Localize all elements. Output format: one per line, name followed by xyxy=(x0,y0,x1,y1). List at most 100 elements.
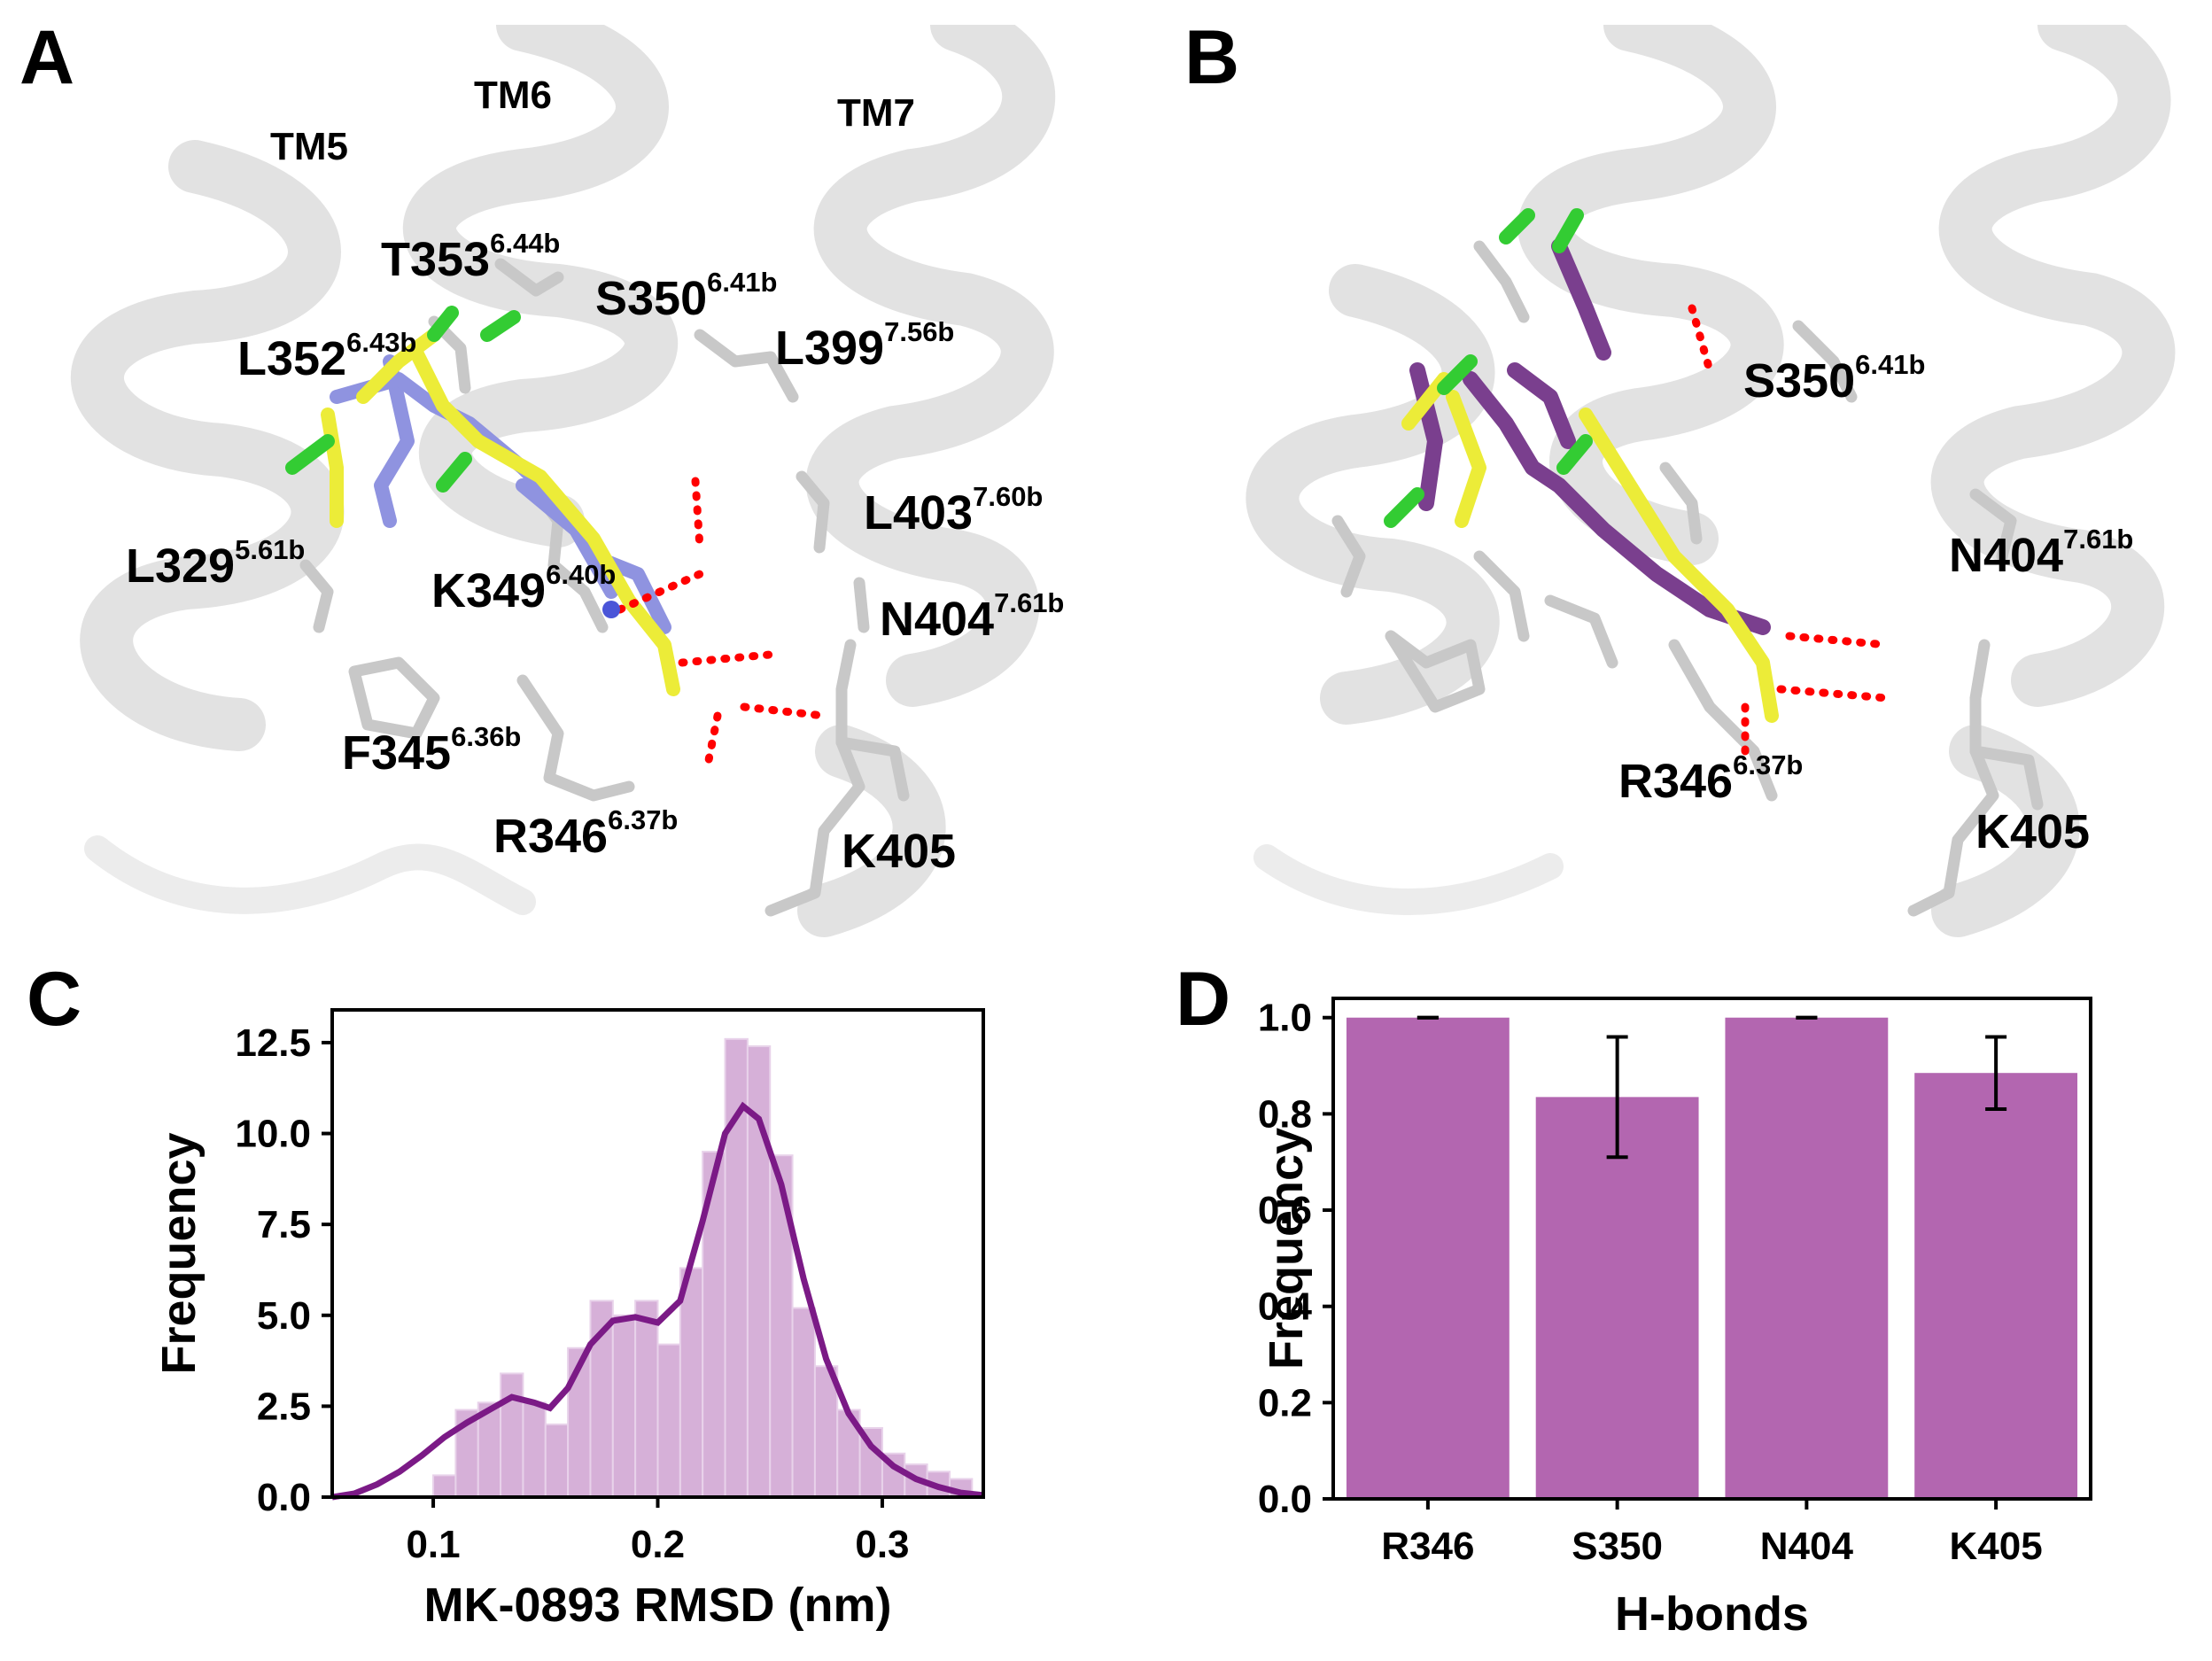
residue-name: L329 xyxy=(126,539,236,593)
histogram-bin xyxy=(522,1401,547,1498)
protein-cartoon-a xyxy=(70,25,1056,937)
residue-sup: 7.61b xyxy=(2063,524,2134,555)
y-tick-label: 0.4 xyxy=(1258,1285,1313,1329)
residue-label-r346-b: R3466.37b xyxy=(1618,751,1803,808)
protein-cartoon-b xyxy=(1246,25,2176,937)
bar xyxy=(1725,1017,1889,1499)
x-tick-label: 0.3 xyxy=(855,1523,909,1566)
histogram-bin xyxy=(948,1478,974,1499)
histogram-bin xyxy=(791,1307,816,1498)
residue-name: K405 xyxy=(842,825,957,878)
y-tick-label: 2.5 xyxy=(257,1385,311,1428)
residue-sup: 7.56b xyxy=(884,316,955,347)
histogram-bin xyxy=(544,1423,570,1498)
residue-name: F345 xyxy=(342,726,452,780)
residue-label-k349: K3496.40b xyxy=(431,561,616,617)
residue-label-s350-b: S3506.41b xyxy=(1743,351,1925,407)
panel-b-structure xyxy=(1214,25,2184,942)
x-tick-label: N404 xyxy=(1760,1525,1854,1568)
y-axis-title: Frequency xyxy=(1260,1128,1313,1370)
x-tick-label: S350 xyxy=(1572,1525,1663,1568)
x-tick-label: R346 xyxy=(1381,1525,1474,1568)
histogram-bin xyxy=(926,1471,951,1499)
histogram-bin xyxy=(656,1343,681,1498)
x-tick-label: 0.1 xyxy=(406,1523,460,1566)
histogram-bin xyxy=(724,1037,749,1498)
residue-sup: 6.44b xyxy=(490,228,561,259)
plot-frame xyxy=(330,1008,985,1499)
y-tick-label: 0.0 xyxy=(257,1476,311,1519)
histogram-bin xyxy=(567,1347,592,1499)
y-tick-label: 0.6 xyxy=(1258,1189,1312,1232)
residue-name: K405 xyxy=(1975,805,2091,858)
x-tick-label: 0.2 xyxy=(631,1523,685,1566)
residue-sup: 6.40b xyxy=(546,559,617,590)
residue-name: L399 xyxy=(775,322,885,375)
panel-a-structure xyxy=(62,25,1067,942)
bar xyxy=(1535,1097,1699,1499)
residue-name: R346 xyxy=(493,810,609,863)
histogram-bin xyxy=(769,1154,794,1498)
residue-name: T353 xyxy=(381,233,491,286)
histogram-bin xyxy=(611,1314,637,1498)
residue-sup: 6.41b xyxy=(1855,349,1926,380)
helix-label-tm6: TM6 xyxy=(474,74,552,117)
panel-b-letter: B xyxy=(1184,15,1240,100)
y-tick-label: 5.0 xyxy=(257,1294,311,1338)
residue-sup: 6.43b xyxy=(346,327,417,358)
residue-label-r346: R3466.37b xyxy=(493,806,678,863)
residue-label-f345: F3456.36b xyxy=(342,723,521,780)
y-tick-label: 12.5 xyxy=(235,1021,311,1065)
kde-line xyxy=(331,1101,984,1501)
residue-sup: 6.36b xyxy=(451,721,522,752)
histogram-bin xyxy=(836,1409,861,1499)
residue-label-l352: L3526.43b xyxy=(237,329,416,385)
helix-label-tm5: TM5 xyxy=(270,125,348,168)
panel-d-letter: D xyxy=(1176,957,1231,1042)
panel-c-letter: C xyxy=(27,957,82,1042)
histogram-bin xyxy=(904,1463,928,1498)
residue-label-t353: T3536.44b xyxy=(381,229,560,286)
residue-sup: 6.41b xyxy=(707,267,778,298)
residue-name: L403 xyxy=(864,486,974,539)
residue-name: R346 xyxy=(1618,755,1734,808)
residue-name: S350 xyxy=(595,272,708,325)
residue-label-k405-b: K405 xyxy=(1975,808,2090,856)
y-axis-title: Frequency xyxy=(152,1132,206,1374)
histogram-bin xyxy=(679,1267,704,1499)
residue-label-l399: L3997.56b xyxy=(775,318,954,375)
histogram-bin xyxy=(746,1045,772,1499)
histogram-bin xyxy=(477,1401,502,1498)
residue-label-k405: K405 xyxy=(842,827,956,875)
residue-sup: 7.61b xyxy=(994,587,1065,618)
residue-name: K349 xyxy=(431,564,547,617)
histogram-bin xyxy=(813,1365,839,1498)
residue-name: L352 xyxy=(237,332,347,385)
histogram-bin xyxy=(500,1372,524,1498)
residue-label-l329: L3295.61b xyxy=(126,536,305,593)
bar xyxy=(1914,1073,2078,1499)
x-axis-title: MK-0893 RMSD (nm) xyxy=(423,1579,891,1632)
histogram-bin xyxy=(454,1409,479,1499)
plot-frame xyxy=(1331,997,2092,1501)
residue-sup: 5.61b xyxy=(235,534,306,565)
y-tick-label: 0.2 xyxy=(1258,1381,1312,1424)
y-tick-label: 10.0 xyxy=(235,1113,311,1156)
bar xyxy=(1346,1017,1510,1499)
residue-label-s350: S3506.41b xyxy=(595,268,777,325)
y-tick-label: 0.8 xyxy=(1258,1092,1312,1136)
histogram-bin xyxy=(702,1151,726,1498)
residue-sup: 6.37b xyxy=(1733,749,1804,780)
y-tick-label: 1.0 xyxy=(1258,997,1312,1040)
y-tick-label: 0.0 xyxy=(1258,1478,1312,1521)
residue-sup: 7.60b xyxy=(973,481,1044,512)
residue-name: N404 xyxy=(1949,529,2064,582)
residue-label-l403: L4037.60b xyxy=(864,483,1043,539)
residue-name: S350 xyxy=(1743,354,1856,407)
y-tick-label: 7.5 xyxy=(257,1203,311,1246)
residue-label-n404-b: N4047.61b xyxy=(1949,525,2133,582)
histogram-bin xyxy=(858,1427,883,1498)
residue-sup: 6.37b xyxy=(608,804,679,835)
histogram-bin xyxy=(634,1300,659,1498)
residue-name: N404 xyxy=(880,593,995,646)
